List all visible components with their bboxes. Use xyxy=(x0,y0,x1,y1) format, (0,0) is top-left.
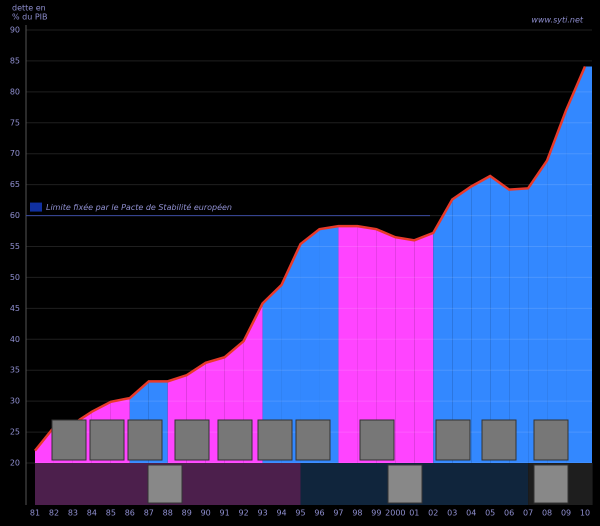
area-segment xyxy=(414,232,434,463)
x-tick-label: 82 xyxy=(49,509,59,518)
portrait xyxy=(257,419,293,461)
area-segment xyxy=(338,226,358,463)
portrait xyxy=(51,419,87,461)
portrait xyxy=(481,419,517,461)
area-segment xyxy=(528,160,548,464)
y-tick-label: 20 xyxy=(10,459,20,468)
x-tick-label: 01 xyxy=(409,509,419,518)
x-tick-label: 85 xyxy=(106,509,116,518)
area-segment xyxy=(509,188,529,463)
x-tick-label: 08 xyxy=(542,509,552,518)
y-tick-label: 25 xyxy=(10,428,20,437)
x-tick-label: 02 xyxy=(428,509,438,518)
area-segment xyxy=(262,284,282,463)
y-tick-label: 75 xyxy=(10,118,20,127)
portrait xyxy=(533,419,569,461)
portrait xyxy=(359,419,395,461)
portrait xyxy=(89,419,125,461)
x-tick-label: 91 xyxy=(220,509,230,518)
x-tick-label: 92 xyxy=(239,509,249,518)
portrait xyxy=(435,419,471,461)
y-tick-label: 50 xyxy=(10,273,20,282)
annotation-label: Limite fixée par le Pacte de Stabilité e… xyxy=(46,202,232,212)
x-tick-label: 98 xyxy=(352,509,362,518)
area-segment xyxy=(319,226,339,463)
source: www.syti.net xyxy=(531,16,583,25)
x-tick-label: 05 xyxy=(485,509,495,518)
y-axis-label: dette en xyxy=(12,4,46,13)
y-tick-label: 30 xyxy=(10,397,20,406)
x-tick-label: 81 xyxy=(30,509,40,518)
x-tick-label: 87 xyxy=(144,509,154,518)
x-tick-label: 07 xyxy=(523,509,533,518)
area-segment xyxy=(433,199,453,463)
portrait xyxy=(174,419,210,461)
y-tick-label: 60 xyxy=(10,211,20,220)
area-segment xyxy=(395,237,415,463)
x-tick-label: 10 xyxy=(580,509,590,518)
x-tick-label: 93 xyxy=(257,509,267,518)
y-tick-label: 90 xyxy=(10,26,20,35)
x-tick-label: 90 xyxy=(201,509,211,518)
area-segment xyxy=(376,229,396,463)
area-segment xyxy=(452,186,472,463)
x-tick-label: 94 xyxy=(276,509,286,518)
portrait xyxy=(387,464,423,504)
y-tick-label: 80 xyxy=(10,87,20,96)
x-tick-label: 2000 xyxy=(385,509,405,518)
x-tick-label: 96 xyxy=(314,509,324,518)
x-tick-label: 06 xyxy=(504,509,514,518)
x-tick-label: 95 xyxy=(295,509,305,518)
x-tick-label: 84 xyxy=(87,509,97,518)
area-segment xyxy=(490,175,510,464)
area-segment xyxy=(357,226,377,463)
y-tick-label: 70 xyxy=(10,149,20,158)
x-tick-label: 04 xyxy=(466,509,476,518)
y-tick-label: 55 xyxy=(10,242,20,251)
x-tick-label: 03 xyxy=(447,509,457,518)
area-segment xyxy=(300,229,320,463)
area-segment xyxy=(471,175,491,464)
portrait xyxy=(533,464,569,504)
area-segment xyxy=(281,244,301,463)
x-tick-label: 83 xyxy=(68,509,78,518)
x-tick-label: 97 xyxy=(333,509,343,518)
x-tick-label: 09 xyxy=(561,509,571,518)
y-axis-label: % du PIB xyxy=(12,13,48,22)
portrait xyxy=(147,464,183,504)
x-tick-label: 99 xyxy=(371,509,381,518)
y-tick-label: 35 xyxy=(10,366,20,375)
x-tick-label: 89 xyxy=(182,509,192,518)
eu-flag xyxy=(30,202,42,212)
y-tick-label: 65 xyxy=(10,180,20,189)
area-segment xyxy=(547,110,567,464)
y-tick-label: 85 xyxy=(10,56,20,65)
y-tick-label: 40 xyxy=(10,335,20,344)
x-tick-label: 86 xyxy=(125,509,135,518)
area-segment xyxy=(566,66,585,463)
portrait xyxy=(217,419,253,461)
portrait xyxy=(295,419,331,461)
y-tick-label: 45 xyxy=(10,304,20,313)
debt-line xyxy=(34,66,587,452)
area-segment xyxy=(585,66,592,463)
x-tick-label: 88 xyxy=(163,509,173,518)
portrait xyxy=(127,419,163,461)
area-segment xyxy=(35,427,54,463)
